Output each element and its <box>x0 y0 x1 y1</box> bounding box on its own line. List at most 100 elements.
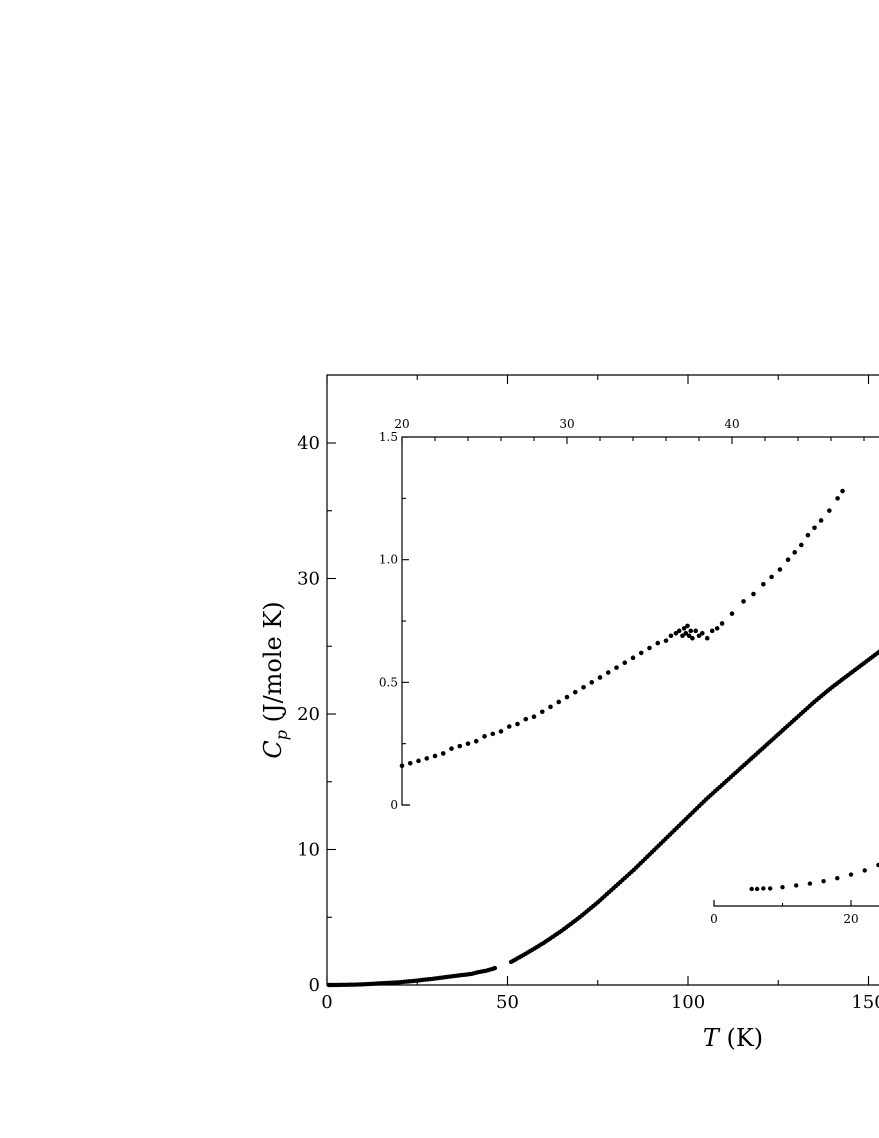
inset-upper-data-point <box>506 724 512 729</box>
inset-lower-data-point <box>807 881 813 886</box>
inset-upper-data-point <box>805 532 811 538</box>
inset-upper-data-point <box>792 550 797 555</box>
inset-upper-data-point <box>761 581 766 587</box>
inset-upper-x-tick-label: 40 <box>724 417 739 431</box>
inset-upper-data-point <box>681 626 687 631</box>
inset-lower-x-ticks: 0 20 <box>710 900 859 926</box>
inset-upper-data-point <box>498 729 504 734</box>
main-x-axis-label: T (K) <box>703 1024 763 1052</box>
inset-lower-x-tick-label: 20 <box>843 912 858 926</box>
inset-lower-data-point <box>835 876 840 881</box>
inset-upper-y-ticks: 0 0.5 1.0 1.5 <box>379 430 409 812</box>
inset-upper-data-point <box>673 630 679 636</box>
inset-upper-data-point <box>589 680 595 685</box>
main-y-tick-label: 20 <box>297 704 320 725</box>
inset-upper-data-point <box>449 746 454 751</box>
inset-lower-data-series <box>749 862 879 892</box>
inset-upper-data-point <box>523 716 529 722</box>
inset-lower-data-point <box>780 885 785 890</box>
inset-upper-x-ticks: 20 30 40 <box>394 417 865 444</box>
inset-upper-data-point <box>457 743 463 749</box>
inset-upper-data-point <box>676 628 682 634</box>
inset-upper-data-point <box>704 635 710 641</box>
inset-upper-data-point <box>709 628 715 634</box>
inset-upper-data-point <box>564 694 570 700</box>
inset-upper-data-point <box>835 496 840 501</box>
inset-upper-data-point <box>432 753 438 759</box>
inset-upper-data-point <box>680 633 685 639</box>
inset-lower-data-point <box>848 872 854 877</box>
inset-upper-data-point <box>785 557 791 562</box>
main-x-tick-label: 100 <box>671 992 705 1013</box>
inset-upper-data-point <box>799 542 804 548</box>
inset-upper-data-point <box>777 567 783 572</box>
main-plot: 0 50 100 150 0 10 20 30 40 T (K) Cp (J/mole K) <box>259 374 879 1052</box>
inset-upper-data-point <box>482 734 487 739</box>
inset-upper-data-point <box>663 638 669 643</box>
main-y-tick-label: 40 <box>297 433 320 454</box>
inset-upper-data-point <box>685 623 690 629</box>
inset-upper-data-point <box>440 751 446 756</box>
inset-upper-data-point <box>769 574 774 580</box>
inset-upper-data-point <box>614 665 619 670</box>
inset-upper-frame <box>401 436 879 806</box>
inset-lower-data-point <box>761 886 766 891</box>
inset-upper-data-point <box>696 633 702 639</box>
inset-upper-data-point <box>686 633 692 639</box>
main-y-ticks: 0 10 20 30 40 <box>297 433 336 996</box>
inset-upper-data-point <box>572 689 578 695</box>
inset-upper-data-point <box>531 714 537 719</box>
inset-upper-data-point <box>812 525 817 531</box>
inset-upper-data-point <box>473 738 479 744</box>
inset-upper-data-point <box>515 721 520 727</box>
inset-lower-data-point <box>754 886 760 892</box>
inset-upper-data-point <box>407 760 413 766</box>
inset-upper-y-tick-label: 1.0 <box>379 553 398 567</box>
inset-upper-data-point <box>605 670 611 675</box>
inset-upper-data-point <box>416 758 421 764</box>
inset-upper-data-point <box>741 599 746 604</box>
main-data-point <box>492 965 498 971</box>
inset-upper-data-point <box>655 640 661 646</box>
inset-upper-data-point <box>465 741 471 746</box>
main-y-tick-label: 10 <box>297 840 320 861</box>
inset-lower-x-tick-label: 0 <box>710 912 718 926</box>
main-x-tick-label: 0 <box>321 992 332 1013</box>
inset-upper-data-point <box>690 635 695 641</box>
main-plot-frame <box>326 374 879 986</box>
inset-upper-data-point <box>399 763 405 769</box>
inset-upper-data-point <box>688 628 694 634</box>
inset-upper-data-point <box>714 626 720 631</box>
main-x-tick-label: 150 <box>851 992 879 1013</box>
inset-upper-y-tick-label: 1.5 <box>379 430 398 444</box>
inset-lower-data-point <box>862 868 867 873</box>
inset-lower-data-point <box>749 886 754 892</box>
inset-upper-data-point <box>818 518 824 523</box>
main-x-tick-label: 50 <box>496 992 519 1013</box>
main-data-series <box>326 649 879 988</box>
inset-upper-data-series <box>399 488 845 769</box>
inset-upper-data-point <box>630 655 636 661</box>
inset-upper-data-point <box>827 508 832 513</box>
inset-lower-data-point <box>794 883 799 888</box>
inset-lower: 0 20 <box>710 862 879 926</box>
inset-upper-data-point <box>424 756 430 761</box>
inset-lower-frame <box>713 900 879 907</box>
inset-upper-x-tick-label: 20 <box>394 417 409 431</box>
inset-upper-data-point <box>751 591 756 597</box>
inset-lower-data-point <box>876 862 879 868</box>
inset-upper-data-point <box>548 704 553 710</box>
inset-upper-data-point <box>700 630 705 636</box>
main-y-tick-label: 0 <box>309 975 320 996</box>
inset-lower-data-point <box>767 886 773 891</box>
main-y-tick-label: 30 <box>297 569 320 590</box>
inset-upper-data-point <box>840 488 845 494</box>
inset-upper-data-point <box>683 630 689 636</box>
inset-upper-data-point <box>597 675 603 680</box>
inset-upper-data-point <box>729 611 735 616</box>
inset-upper-data-point <box>556 699 562 705</box>
inset-upper-data-point <box>490 731 496 737</box>
inset-upper-data-point <box>668 633 674 639</box>
inset-upper-data-point <box>647 645 652 651</box>
